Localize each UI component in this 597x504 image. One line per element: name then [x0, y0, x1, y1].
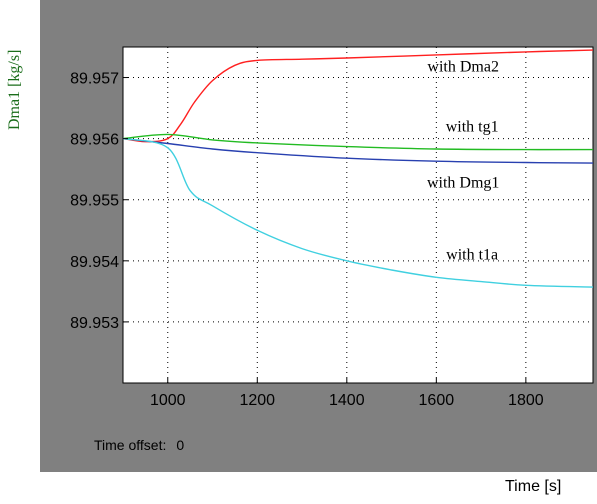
series-annotation: with tg1	[446, 118, 499, 135]
x-tick-label: 1800	[508, 392, 544, 409]
series-annotation: with Dmg1	[427, 175, 499, 192]
plot-panel: with Dma2 with tg1 with Dmg1 with t1a 1000 1…	[40, 0, 597, 472]
plot-area	[122, 46, 594, 384]
y-axis-label: Dma1 [kg/s]	[6, 49, 23, 130]
y-tick-label: 89.955	[70, 193, 119, 210]
series-line-with-dma2	[122, 49, 594, 143]
series-line-with-t1a	[122, 137, 594, 288]
time-offset: Time offset: 0	[94, 437, 184, 453]
series-line-with-dmg1	[122, 137, 594, 164]
series-annotation: with t1a	[446, 247, 498, 264]
x-tick-label: 1200	[239, 392, 275, 409]
y-tick-label: 89.957	[70, 71, 119, 88]
x-tick-label: 1600	[419, 392, 455, 409]
y-tick-label: 89.956	[70, 132, 119, 149]
y-tick-label: 89.954	[70, 254, 119, 271]
series-line-with-tg1	[122, 133, 594, 151]
y-ticks: 89.953 89.954 89.955 89.956 89.957	[70, 71, 128, 332]
x-ticks: 1000 1200 1400 1600 1800	[150, 378, 544, 409]
time-offset-value: 0	[176, 437, 185, 453]
x-axis-label: Time [s]	[505, 478, 562, 495]
y-tick-label: 89.953	[70, 315, 119, 332]
time-offset-label: Time offset:	[94, 437, 167, 453]
series-annotation: with Dma2	[427, 58, 499, 75]
x-tick-label: 1000	[150, 392, 186, 409]
series-layer	[122, 49, 594, 288]
annotations: with Dma2 with tg1 with Dmg1 with t1a	[427, 58, 499, 263]
x-tick-label: 1400	[329, 392, 365, 409]
grid	[123, 47, 593, 383]
